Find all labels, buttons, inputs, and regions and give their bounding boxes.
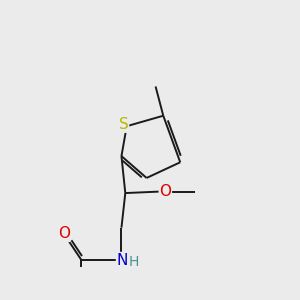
Text: H: H	[129, 255, 139, 269]
Text: S: S	[119, 117, 128, 132]
Text: O: O	[159, 184, 171, 199]
Text: O: O	[58, 226, 70, 242]
Text: N: N	[116, 253, 128, 268]
